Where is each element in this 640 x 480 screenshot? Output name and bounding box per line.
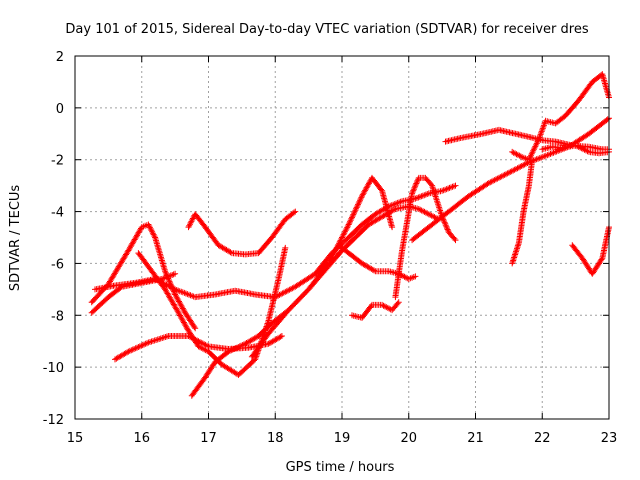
x-tick-label: 18 <box>267 431 284 446</box>
x-tick-label: 19 <box>334 431 351 446</box>
x-tick-label: 17 <box>200 431 217 446</box>
y-tick-label: -10 <box>43 361 64 376</box>
series-markers <box>88 71 612 399</box>
y-axis-label: SDTVAR / TECUs <box>8 185 23 292</box>
x-tick-label: 23 <box>601 431 618 446</box>
y-tick-label: -6 <box>51 257 64 272</box>
chart-title: Day 101 of 2015, Sidereal Day-to-day VTE… <box>65 22 588 37</box>
y-tick-label: 0 <box>56 102 64 117</box>
y-tick-label: -2 <box>51 154 64 169</box>
x-tick-label: 22 <box>534 431 551 446</box>
grid <box>75 56 609 419</box>
data-points <box>88 71 612 399</box>
axis-ticks: 15 16 17 18 19 20 21 22 23 -12 -10 -8 -6 -4 -2 0 2 <box>43 50 618 446</box>
y-tick-label: -4 <box>51 206 64 221</box>
y-tick-label: -8 <box>51 309 64 324</box>
x-tick-label: 20 <box>400 431 417 446</box>
y-tick-label: -12 <box>43 413 64 428</box>
x-tick-label: 15 <box>67 431 84 446</box>
x-tick-label: 16 <box>133 431 150 446</box>
y-tick-label: 2 <box>56 50 64 65</box>
x-axis-label: GPS time / hours <box>286 460 395 475</box>
x-tick-label: 21 <box>467 431 484 446</box>
plot-frame <box>74 55 610 420</box>
